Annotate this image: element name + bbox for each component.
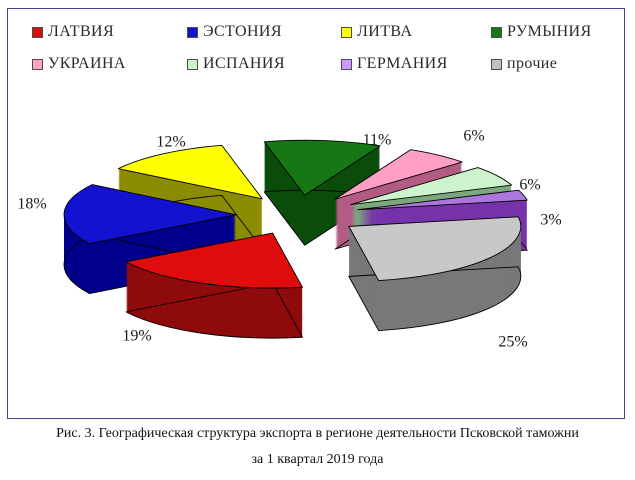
legend-label: ИСПАНИЯ bbox=[203, 55, 285, 72]
pie-data-label: 11% bbox=[363, 132, 392, 149]
legend-item-3: ЛИТВА bbox=[341, 23, 412, 41]
pie-data-label: 12% bbox=[156, 134, 185, 151]
legend-label: УКРАИНА bbox=[48, 55, 126, 72]
caption-line-1: Рис. 3. Географическая структура экспорт… bbox=[56, 426, 579, 441]
legend-label: ЛАТВИЯ bbox=[48, 23, 115, 40]
legend-item-5: УКРАИНА bbox=[32, 55, 126, 73]
legend-swatch-icon bbox=[491, 58, 502, 70]
pie-data-label: 18% bbox=[17, 196, 46, 213]
pie-data-label: 3% bbox=[540, 212, 561, 229]
pie-slice-1 bbox=[125, 232, 303, 339]
legend-item-6: ИСПАНИЯ bbox=[187, 55, 285, 73]
pie-data-label: 6% bbox=[463, 128, 484, 145]
legend-label: прочие bbox=[507, 55, 558, 72]
chart-caption: Рис. 3. Географическая структура экспорт… bbox=[0, 427, 635, 467]
legend-item-8: прочие bbox=[491, 55, 557, 73]
pie-slice-8 bbox=[348, 216, 522, 331]
pie-slice-3 bbox=[117, 144, 263, 250]
legend-swatch-icon bbox=[341, 26, 352, 38]
legend-swatch-icon bbox=[341, 58, 352, 70]
legend-swatch-icon bbox=[187, 58, 198, 70]
legend-item-1: ЛАТВИЯ bbox=[32, 23, 114, 41]
legend-swatch-icon bbox=[32, 26, 43, 38]
legend-swatch-icon bbox=[32, 58, 43, 70]
legend-item-4: РУМЫНИЯ bbox=[491, 23, 592, 41]
pie-data-label: 19% bbox=[122, 328, 151, 345]
pie-data-label: 25% bbox=[498, 334, 527, 351]
legend-label: ГЕРМАНИЯ bbox=[357, 55, 448, 72]
legend-swatch-icon bbox=[491, 26, 502, 38]
legend-label: ЛИТВА bbox=[357, 23, 413, 40]
legend-item-7: ГЕРМАНИЯ bbox=[341, 55, 448, 73]
pie-chart-3d: 19% 18% 12% 11% 6% 6% 3% 25% bbox=[17, 128, 561, 351]
legend-swatch-icon bbox=[187, 26, 198, 38]
legend-item-2: ЭСТОНИЯ bbox=[187, 23, 282, 41]
legend-label: ЭСТОНИЯ bbox=[203, 23, 282, 40]
pie-data-label: 6% bbox=[519, 177, 540, 194]
caption-line-2: за 1 квартал 2019 года bbox=[251, 452, 384, 467]
legend-label: РУМЫНИЯ bbox=[507, 23, 592, 40]
